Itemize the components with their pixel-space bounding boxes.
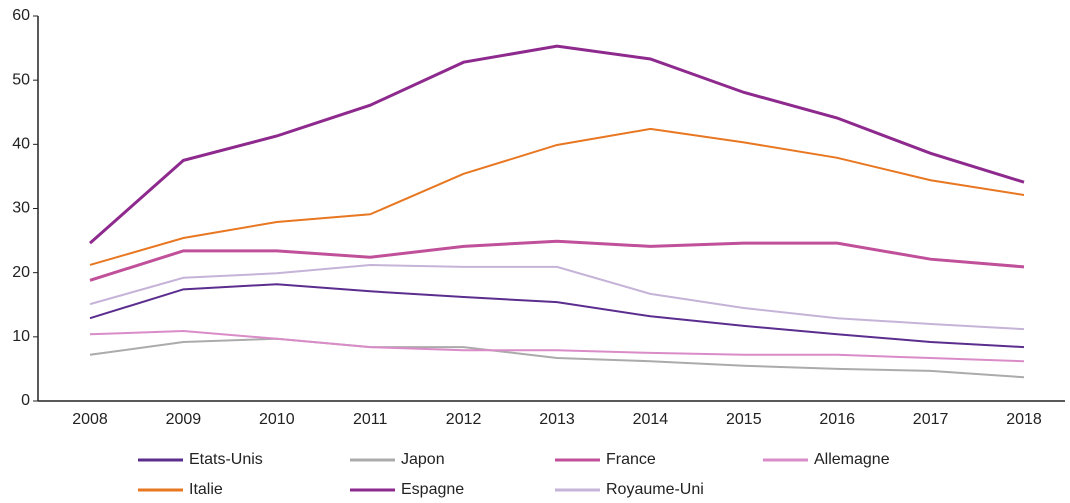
series-line bbox=[89, 283, 1025, 349]
series-line bbox=[89, 44, 1025, 245]
x-tick-label: 2012 bbox=[446, 411, 482, 428]
series-line bbox=[89, 239, 1025, 282]
x-tick-label: 2016 bbox=[819, 411, 855, 428]
legend-label: Japon bbox=[401, 451, 445, 468]
y-tick-label: 20 bbox=[12, 264, 30, 281]
x-tick-label: 2013 bbox=[539, 411, 575, 428]
x-tick-label: 2011 bbox=[353, 411, 388, 428]
legend-label: France bbox=[606, 451, 656, 468]
legend-label: Royaume-Uni bbox=[606, 481, 704, 498]
y-tick-label: 40 bbox=[12, 136, 30, 153]
x-tick-label: 2015 bbox=[726, 411, 762, 428]
x-tick-label: 2014 bbox=[633, 411, 669, 428]
x-tick-label: 2017 bbox=[913, 411, 949, 428]
series-line bbox=[89, 127, 1025, 266]
legend-label: Espagne bbox=[401, 481, 464, 498]
legend-label: Etats-Unis bbox=[189, 451, 263, 468]
series-line bbox=[89, 337, 1025, 379]
legend-label: Allemagne bbox=[814, 451, 890, 468]
y-tick-label: 50 bbox=[12, 71, 30, 88]
series-line bbox=[89, 330, 1025, 363]
y-tick-label: 0 bbox=[21, 392, 30, 409]
series-line bbox=[89, 263, 1025, 331]
x-tick-label: 2009 bbox=[166, 411, 202, 428]
x-tick-label: 2018 bbox=[1006, 411, 1042, 428]
legend-label: Italie bbox=[189, 481, 223, 498]
y-tick-label: 30 bbox=[12, 200, 30, 217]
x-tick-label: 2008 bbox=[72, 411, 108, 428]
y-tick-label: 10 bbox=[12, 328, 30, 345]
y-tick-label: 60 bbox=[12, 7, 30, 24]
x-tick-label: 2010 bbox=[259, 411, 295, 428]
